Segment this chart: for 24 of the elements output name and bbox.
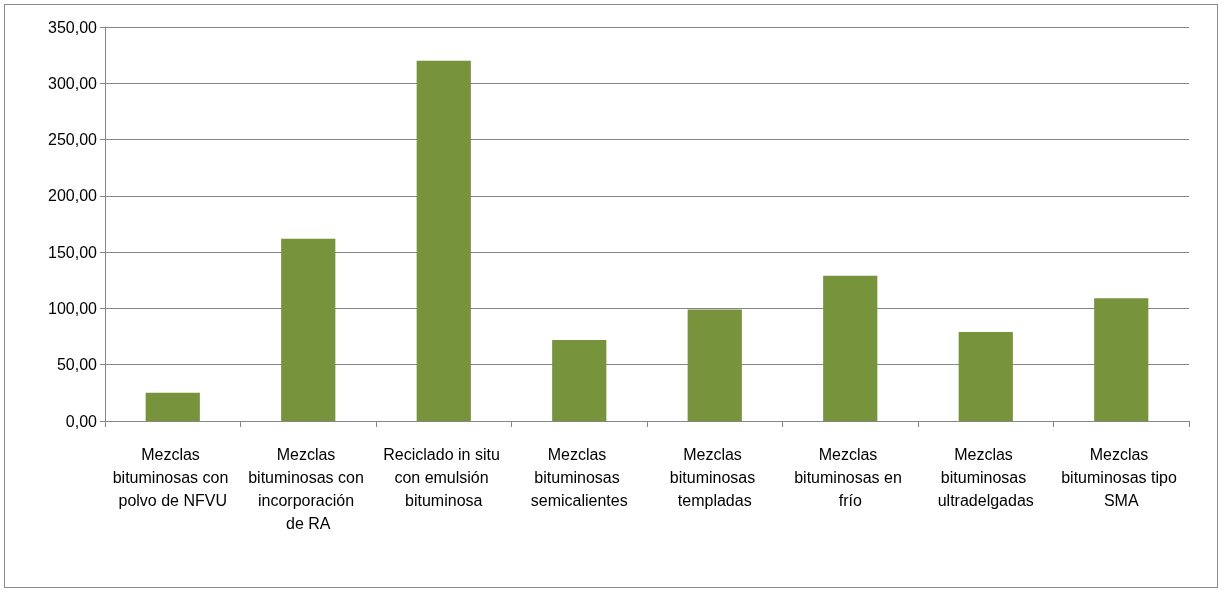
bar (1094, 298, 1149, 421)
y-tick-label: 200,00 (48, 187, 98, 205)
y-tick-label: 350,00 (48, 18, 98, 36)
bar (687, 309, 742, 421)
x-tick-label: Mezclas bituminosas con incorporación de RA (248, 446, 369, 532)
x-tick-label: Mezclas bituminosas tipo SMA (1061, 446, 1182, 509)
y-tick-label: 100,00 (48, 299, 98, 317)
bar (416, 60, 471, 421)
bar (281, 238, 336, 421)
x-tick-label: Mezclas bituminosas templadas (669, 446, 760, 509)
x-tick-label: Reciclado in situ con emulsión bituminosa (383, 446, 505, 509)
y-tick-label: 0,00 (65, 412, 98, 430)
bar (823, 275, 878, 421)
bar (145, 392, 200, 421)
x-tick-label: Mezclas bituminosas semicalientes (530, 446, 628, 509)
y-tick-label: 250,00 (48, 131, 98, 149)
bar (552, 339, 607, 421)
x-tick-label: Mezclas bituminosas en frío (794, 446, 907, 509)
x-tick-label: Mezclas bituminosas ultradelgadas (937, 446, 1034, 509)
bar (958, 332, 1013, 421)
y-tick-label: 150,00 (48, 243, 98, 261)
x-tick-label: Mezclas bituminosas con polvo de NFVU (112, 446, 233, 509)
y-tick-label: 300,00 (48, 74, 98, 92)
y-tick-label: 50,00 (56, 356, 98, 374)
